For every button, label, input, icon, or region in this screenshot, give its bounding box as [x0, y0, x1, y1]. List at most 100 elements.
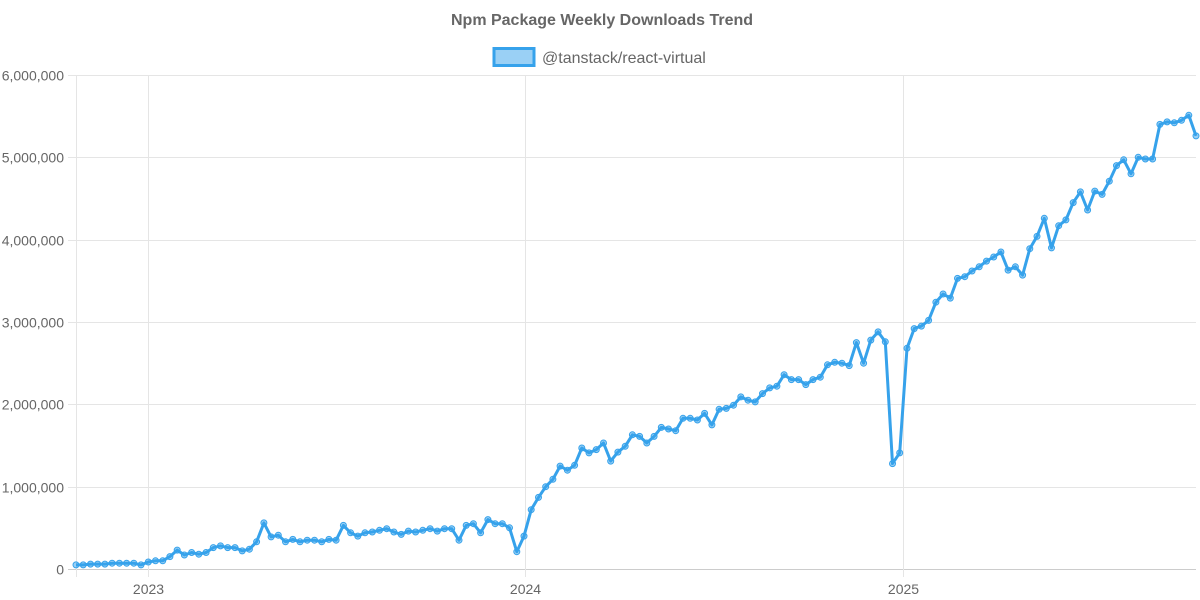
- data-point[interactable]: [1026, 245, 1034, 253]
- data-point[interactable]: [491, 520, 499, 528]
- data-point[interactable]: [1055, 222, 1063, 230]
- data-point[interactable]: [838, 359, 846, 367]
- legend-label[interactable]: @tanstack/react-virtual: [542, 50, 706, 67]
- data-point[interactable]: [79, 561, 87, 569]
- data-point[interactable]: [267, 533, 275, 541]
- data-point[interactable]: [780, 371, 788, 379]
- data-point[interactable]: [94, 560, 102, 568]
- data-point[interactable]: [238, 547, 246, 555]
- legend-swatch[interactable]: [492, 47, 536, 67]
- data-point[interactable]: [311, 536, 318, 544]
- data-point[interactable]: [1141, 155, 1149, 163]
- data-point[interactable]: [390, 528, 398, 536]
- data-point[interactable]: [549, 475, 557, 483]
- data-point[interactable]: [1084, 206, 1092, 214]
- data-point[interactable]: [455, 536, 463, 544]
- data-point[interactable]: [578, 444, 586, 452]
- data-point[interactable]: [520, 532, 528, 540]
- data-point[interactable]: [693, 416, 701, 424]
- data-point[interactable]: [1105, 177, 1113, 185]
- data-point[interactable]: [751, 398, 759, 406]
- data-point[interactable]: [1127, 170, 1135, 178]
- data-point[interactable]: [180, 551, 188, 559]
- data-point[interactable]: [845, 362, 853, 370]
- data-point[interactable]: [665, 425, 672, 433]
- data-point[interactable]: [123, 559, 131, 567]
- data-point[interactable]: [773, 382, 781, 390]
- data-point[interactable]: [332, 536, 340, 544]
- data-point[interactable]: [325, 535, 333, 543]
- legend[interactable]: @tanstack/react-virtual: [492, 47, 706, 68]
- data-point[interactable]: [889, 460, 896, 468]
- data-point[interactable]: [643, 439, 651, 447]
- data-point[interactable]: [506, 524, 513, 532]
- data-point[interactable]: [708, 421, 716, 429]
- data-point[interactable]: [563, 466, 571, 474]
- data-point[interactable]: [1149, 155, 1157, 163]
- data-point[interactable]: [585, 449, 593, 457]
- data-point[interactable]: [686, 414, 694, 422]
- data-point[interactable]: [701, 409, 709, 417]
- data-point[interactable]: [202, 549, 210, 556]
- data-point[interactable]: [245, 545, 253, 553]
- data-point[interactable]: [722, 404, 730, 412]
- data-point[interactable]: [787, 376, 795, 384]
- data-point[interactable]: [195, 550, 203, 558]
- data-point[interactable]: [795, 376, 803, 384]
- data-point[interactable]: [614, 448, 622, 456]
- data-point[interactable]: [274, 531, 282, 539]
- data-point[interactable]: [939, 290, 947, 298]
- data-point[interactable]: [426, 525, 434, 533]
- data-point[interactable]: [1163, 118, 1171, 126]
- data-point[interactable]: [1134, 153, 1142, 161]
- data-point[interactable]: [628, 431, 636, 439]
- data-point[interactable]: [347, 529, 355, 537]
- data-point[interactable]: [730, 401, 737, 409]
- data-point[interactable]: [607, 457, 615, 465]
- data-point[interactable]: [130, 559, 138, 567]
- data-point[interactable]: [188, 549, 196, 556]
- data-point[interactable]: [679, 414, 687, 422]
- data-point[interactable]: [1062, 216, 1070, 224]
- data-point[interactable]: [1069, 199, 1077, 207]
- data-point[interactable]: [361, 529, 369, 537]
- data-point[interactable]: [137, 561, 145, 569]
- data-point[interactable]: [968, 267, 976, 275]
- data-point[interactable]: [484, 516, 492, 524]
- data-point[interactable]: [759, 390, 766, 398]
- data-point[interactable]: [600, 439, 607, 447]
- data-point[interactable]: [1170, 119, 1178, 127]
- data-point[interactable]: [354, 532, 362, 540]
- data-point[interactable]: [946, 294, 954, 302]
- data-point[interactable]: [1098, 190, 1106, 198]
- data-point[interactable]: [535, 493, 542, 501]
- data-point[interactable]: [672, 427, 680, 435]
- data-point[interactable]: [975, 263, 983, 271]
- data-point[interactable]: [419, 526, 427, 534]
- data-point[interactable]: [867, 336, 875, 344]
- data-point[interactable]: [527, 506, 535, 514]
- data-point[interactable]: [498, 520, 506, 528]
- data-point[interactable]: [513, 548, 521, 556]
- data-point[interactable]: [87, 560, 94, 568]
- data-point[interactable]: [650, 432, 658, 440]
- data-point[interactable]: [159, 557, 167, 565]
- data-point[interactable]: [1120, 156, 1128, 164]
- data-point[interactable]: [209, 544, 217, 552]
- data-point[interactable]: [1048, 244, 1055, 252]
- data-point[interactable]: [166, 553, 174, 561]
- data-point[interactable]: [318, 538, 326, 546]
- data-point[interactable]: [1113, 162, 1120, 170]
- data-point[interactable]: [816, 373, 824, 381]
- data-point[interactable]: [72, 561, 80, 569]
- data-point[interactable]: [383, 525, 391, 533]
- data-point[interactable]: [903, 344, 911, 352]
- data-point[interactable]: [997, 248, 1005, 256]
- data-point[interactable]: [657, 423, 665, 431]
- data-point[interactable]: [896, 449, 904, 457]
- data-point[interactable]: [224, 544, 232, 552]
- data-point[interactable]: [990, 253, 998, 261]
- data-point[interactable]: [397, 530, 405, 538]
- data-point[interactable]: [1004, 266, 1012, 274]
- data-point[interactable]: [376, 526, 383, 534]
